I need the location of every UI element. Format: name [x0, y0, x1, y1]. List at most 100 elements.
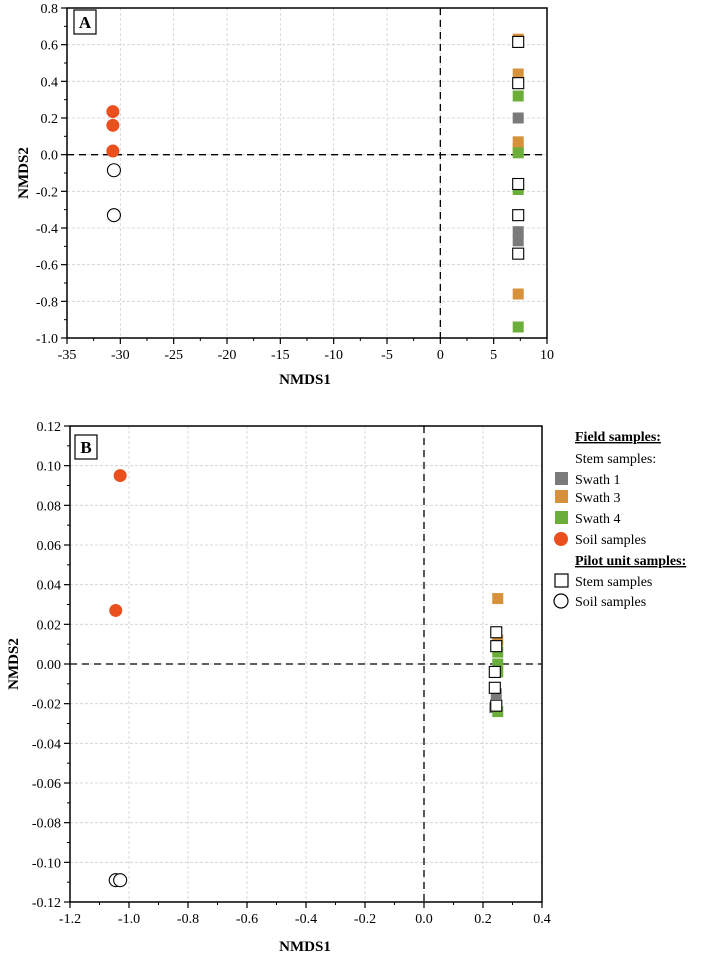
legend-label-swath3: Swath 3 — [575, 491, 621, 506]
y-tick-label: 0.10 — [37, 460, 62, 475]
panel-b: -1.2 -1.0 -0.8 -0.6 -0.4 -0.2 0.0 0.2 0.4 -0.12 -0… — [6, 420, 551, 955]
y-tick-label: 0.2 — [41, 112, 59, 127]
y-tick-label: -0.2 — [36, 185, 58, 200]
y-tick-label: -1.0 — [36, 332, 58, 347]
panel-label: B — [80, 438, 91, 457]
y-tick-label: 0.6 — [41, 39, 59, 54]
y-tick-label: -0.06 — [32, 777, 61, 792]
data-points — [108, 469, 504, 888]
y-tick-label: 0.12 — [37, 420, 62, 435]
legend-swatch-field-soil — [554, 532, 568, 546]
y-axis-title: NMDS2 — [6, 638, 22, 690]
y-tick-label: -0.4 — [36, 222, 58, 237]
x-tick-label: -1.0 — [118, 912, 140, 927]
plot-frame — [69, 425, 543, 903]
point-pilot_soil — [106, 208, 121, 223]
y-tick-label: 0.0 — [41, 149, 59, 164]
x-tick-label: 0.4 — [533, 912, 551, 927]
point-pilot_stem — [512, 35, 525, 48]
y-tick-label: -0.02 — [32, 698, 61, 713]
legend-label-swath1: Swath 1 — [575, 473, 621, 488]
plot-frame — [66, 7, 548, 339]
x-tick-label: 0.2 — [474, 912, 492, 927]
x-tick-label: -0.6 — [236, 912, 258, 927]
point-pilot_soil — [106, 163, 121, 178]
x-axis-title: NMDS1 — [279, 939, 331, 955]
point-swath3 — [512, 136, 524, 148]
point-pilot_stem — [490, 626, 503, 639]
y-tick-label: 0.4 — [41, 75, 59, 90]
point-pilot_stem — [512, 177, 525, 191]
x-tick-label: -30 — [111, 348, 130, 363]
x-tick-label: -5 — [381, 348, 393, 363]
legend-heading-pilot: Pilot unit samples: — [575, 554, 686, 569]
legend-swatch-swath4 — [555, 511, 568, 524]
x-tick-label: -0.4 — [295, 912, 317, 927]
x-tick-label: -15 — [271, 348, 290, 363]
x-tick-label: -20 — [218, 348, 237, 363]
point-field_soil — [113, 469, 127, 483]
legend-swatch-pilot-soil — [553, 593, 569, 609]
y-tick-label: 0.02 — [37, 618, 62, 633]
legend-swatch-pilot-stem — [554, 573, 569, 588]
y-tick-label: -0.08 — [32, 817, 61, 832]
legend-heading-stem: Stem samples: — [575, 452, 656, 467]
point-field_soil — [109, 603, 123, 617]
x-tick-label: -10 — [324, 348, 343, 363]
point-swath3 — [512, 68, 524, 80]
y-tick-label: 0.00 — [37, 658, 62, 673]
x-tick-label: 0.0 — [415, 912, 433, 927]
legend-label-pilot-soil: Soil samples — [575, 595, 646, 610]
x-tick-label: 0 — [437, 348, 444, 363]
point-swath4 — [512, 321, 524, 333]
x-tick-label: 10 — [540, 348, 554, 363]
point-swath3 — [492, 593, 504, 605]
y-tick-label: -0.04 — [32, 737, 61, 752]
x-tick-label: -0.8 — [177, 912, 199, 927]
legend-swatch-swath1 — [555, 472, 568, 485]
point-pilot_stem — [490, 640, 503, 653]
point-pilot_stem — [512, 209, 525, 222]
x-tick-label: -0.2 — [354, 912, 376, 927]
x-tick-label: -1.2 — [59, 912, 81, 927]
point-pilot_stem — [512, 77, 525, 90]
panel-a: -35 -30 -25 -20 -15 -10 -5 0 5 10 -1.0 -0.8 -0.6 -0.4… — [16, 2, 554, 388]
x-tick-label: 5 — [490, 348, 497, 363]
axis-ticks: -35 -30 -25 -20 -15 -10 -5 0 5 10 -1.0 -0.8 -0.6 -0.4… — [36, 2, 554, 363]
y-axis-title: NMDS2 — [16, 147, 32, 199]
point-swath4 — [512, 147, 524, 159]
panel-label-box — [74, 434, 98, 460]
y-tick-label: -0.10 — [32, 856, 61, 871]
y-tick-label: 0.04 — [37, 579, 62, 594]
reference-lines — [67, 8, 547, 338]
point-pilot_stem — [488, 681, 501, 694]
y-tick-label: -0.8 — [36, 295, 58, 310]
legend-label-pilot-stem: Stem samples — [575, 575, 652, 590]
x-tick-label: -35 — [58, 348, 77, 363]
point-pilot_stem — [490, 699, 503, 712]
point-field_soil — [106, 118, 120, 132]
point-swath3 — [512, 288, 524, 300]
legend-heading-field: Field samples: — [575, 430, 661, 445]
axis-ticks: -1.2 -1.0 -0.8 -0.6 -0.4 -0.2 0.0 0.2 0.4 -0.12 -0… — [32, 420, 551, 927]
reference-lines — [70, 426, 542, 902]
point-swath4 — [512, 90, 524, 102]
panel-label-box — [73, 9, 97, 35]
x-axis-title: NMDS1 — [279, 372, 331, 388]
grid — [67, 8, 547, 338]
panel-label: A — [79, 13, 92, 32]
x-tick-label: -25 — [164, 348, 183, 363]
point-field_soil — [106, 105, 120, 119]
y-tick-label: 0.08 — [37, 499, 62, 514]
point-pilot_stem — [488, 665, 501, 678]
point-swath1 — [512, 226, 524, 238]
legend-label-field-soil: Soil samples — [575, 533, 646, 548]
point-pilot_stem — [512, 247, 525, 260]
legend-label-swath4: Swath 4 — [575, 512, 621, 527]
point-swath4 — [492, 658, 504, 670]
y-tick-label: -0.6 — [36, 259, 58, 274]
point-field_soil — [106, 144, 120, 158]
point-swath1 — [512, 112, 524, 124]
y-tick-label: 0.06 — [37, 539, 62, 554]
